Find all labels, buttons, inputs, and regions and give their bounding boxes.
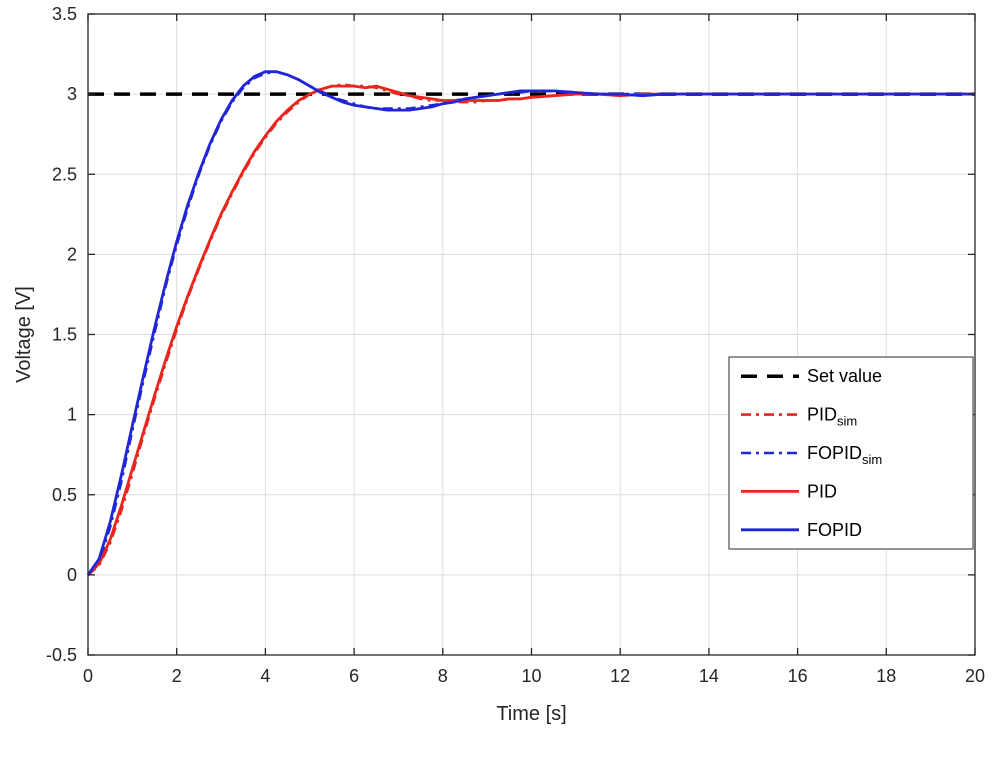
y-tick-label: -0.5: [46, 645, 77, 665]
y-axis-label: Voltage [V]: [13, 286, 35, 383]
x-tick-label: 6: [349, 666, 359, 686]
ticks: 0 2 4 6 8 10 12 14 16 18 20 -0.5 0 0.5 1 1.5 2 2.5 3 3.5: [46, 4, 985, 686]
x-tick-label: 0: [83, 666, 93, 686]
x-tick-label: 20: [965, 666, 985, 686]
x-tick-label: 14: [699, 666, 719, 686]
legend-label-pid: PID: [807, 481, 837, 501]
y-tick-label: 1.5: [52, 325, 77, 345]
legend-label-set_value: Set value: [807, 366, 882, 386]
x-tick-label: 2: [172, 666, 182, 686]
y-tick-label: 0: [67, 565, 77, 585]
legend: Set value PIDsim FOPIDsim PID FOPID: [728, 356, 974, 550]
x-axis-label: Time [s]: [496, 703, 566, 725]
legend-label-pid_sim: PIDsim: [807, 405, 857, 429]
y-tick-label: 2.5: [52, 164, 77, 184]
x-tick-label: 18: [876, 666, 896, 686]
y-tick-label: 2: [67, 244, 77, 264]
x-tick-label: 10: [521, 666, 541, 686]
x-tick-label: 4: [260, 666, 270, 686]
y-tick-label: 1: [67, 405, 77, 425]
y-tick-label: 3.5: [52, 4, 77, 24]
legend-label-fopid_sim: FOPIDsim: [807, 443, 882, 467]
series-fopid: [86, 70, 975, 576]
x-tick-label: 12: [610, 666, 630, 686]
legend-label-fopid: FOPID: [807, 520, 862, 540]
y-tick-label: 0.5: [52, 485, 77, 505]
y-tick-label: 3: [67, 84, 77, 104]
series-group: [86, 70, 975, 576]
x-tick-label: 16: [788, 666, 808, 686]
x-tick-label: 8: [438, 666, 448, 686]
